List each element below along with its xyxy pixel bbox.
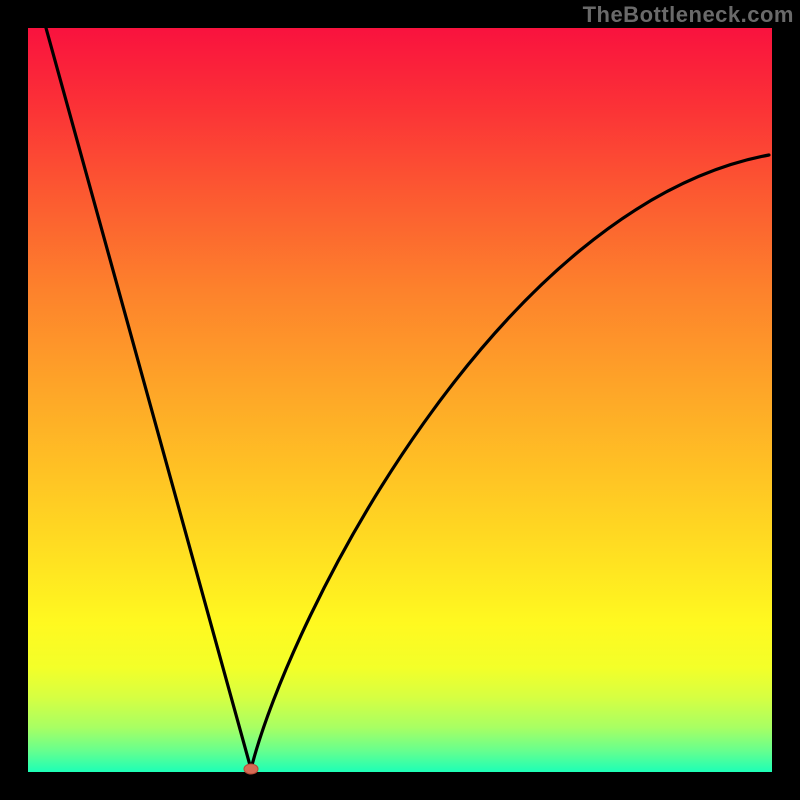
watermark-text: TheBottleneck.com (583, 2, 794, 28)
vertex-marker (244, 764, 258, 774)
chart-svg (0, 0, 800, 800)
chart-container: TheBottleneck.com (0, 0, 800, 800)
plot-background (28, 28, 772, 772)
